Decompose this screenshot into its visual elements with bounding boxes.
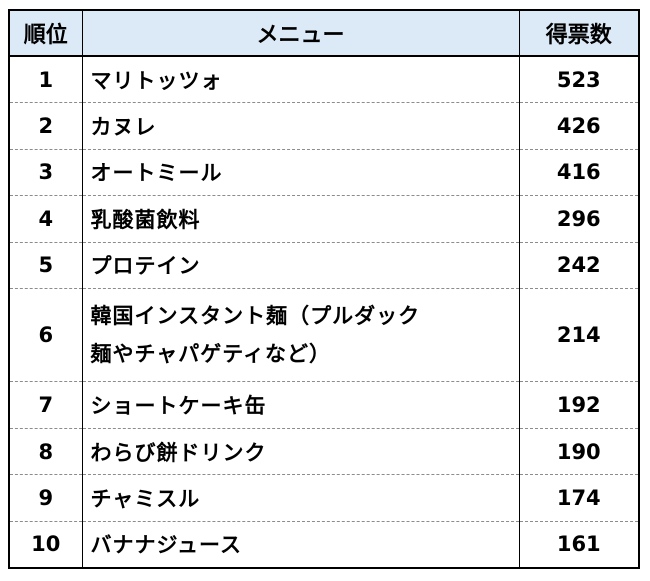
rank-cell: 5: [8, 242, 83, 290]
table-row: 7 ショートケーキ缶 192: [8, 381, 640, 429]
rank-cell: 7: [8, 381, 83, 429]
menu-cell: ショートケーキ缶: [81, 381, 520, 429]
rank-cell: 3: [8, 149, 83, 197]
menu-cell: バナナジュース: [81, 521, 520, 568]
table-header-row: 順位 メニュー 得票数: [8, 10, 640, 57]
table-row: 5 プロテイン 242: [8, 242, 640, 290]
votes-cell: 296: [518, 195, 640, 243]
rank-cell: 9: [8, 474, 83, 522]
votes-cell: 426: [518, 102, 640, 150]
menu-cell: 乳酸菌飲料: [81, 195, 520, 243]
votes-cell: 174: [518, 474, 640, 522]
rank-cell: 1: [8, 56, 83, 104]
header-menu: メニュー: [81, 10, 520, 57]
rank-cell: 4: [8, 195, 83, 243]
votes-cell: 161: [518, 521, 640, 568]
menu-cell: わらび餅ドリンク: [81, 428, 520, 476]
rank-cell: 6: [8, 288, 83, 383]
table-row: 9 チャミスル 174: [8, 474, 640, 522]
votes-cell: 416: [518, 149, 640, 197]
table-row: 1 マリトッツォ 523: [8, 56, 640, 104]
votes-cell: 214: [518, 288, 640, 383]
table-row: 4 乳酸菌飲料 296: [8, 195, 640, 243]
menu-line-2: 麺やチャパゲティなど）: [90, 342, 332, 367]
menu-line-1: 韓国インスタント麺（プルダック: [90, 304, 421, 329]
votes-cell: 192: [518, 381, 640, 429]
table-row: 8 わらび餅ドリンク 190: [8, 428, 640, 476]
votes-cell: 242: [518, 242, 640, 290]
menu-cell: プロテイン: [81, 242, 520, 290]
votes-cell: 523: [518, 56, 640, 104]
menu-cell: チャミスル: [81, 474, 520, 522]
header-votes: 得票数: [518, 10, 640, 57]
table-row: 6 韓国インスタント麺（プルダック 麺やチャパゲティなど） 214: [8, 288, 640, 383]
menu-cell: マリトッツォ: [81, 56, 520, 104]
header-rank: 順位: [8, 10, 83, 57]
votes-cell: 190: [518, 428, 640, 476]
menu-cell: オートミール: [81, 149, 520, 197]
rank-cell: 2: [8, 102, 83, 150]
rank-cell: 10: [8, 521, 83, 568]
ranking-table: 順位 メニュー 得票数 1 マリトッツォ 523 2 カヌレ 426 3 オート…: [8, 9, 640, 569]
menu-cell: カヌレ: [81, 102, 520, 150]
rank-cell: 8: [8, 428, 83, 476]
table-row: 10 バナナジュース 161: [8, 521, 640, 568]
menu-cell: 韓国インスタント麺（プルダック 麺やチャパゲティなど）: [81, 288, 520, 383]
table-row: 3 オートミール 416: [8, 149, 640, 197]
table-row: 2 カヌレ 426: [8, 102, 640, 150]
